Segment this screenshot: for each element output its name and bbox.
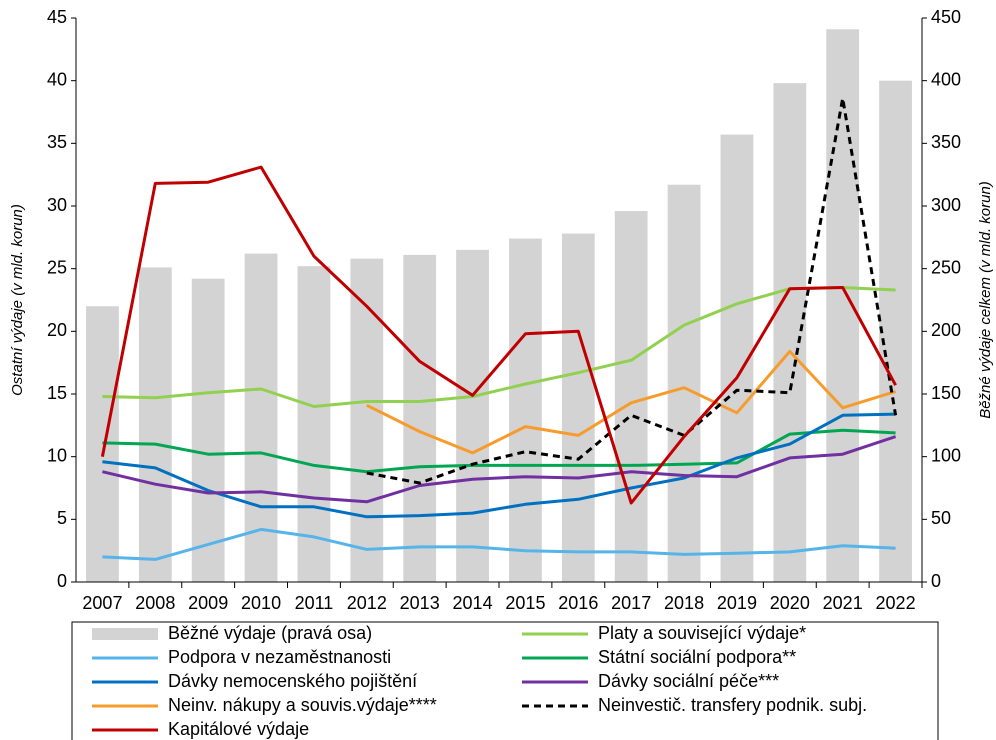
legend-label: Platy a související výdaje* <box>598 623 806 643</box>
y2-tick-label: 0 <box>931 571 941 591</box>
line-series <box>102 527 896 561</box>
line-series <box>366 96 898 485</box>
x-tick-label: 2017 <box>611 593 651 613</box>
legend-label: Dávky sociální péče*** <box>598 671 779 691</box>
y2-tick-label: 400 <box>931 69 961 89</box>
y2-tick-label: 250 <box>931 257 961 277</box>
y2-tick-label: 450 <box>931 7 961 27</box>
y-tick-label: 10 <box>47 445 67 465</box>
legend-label: Podpora v nezaměstnanosti <box>168 647 391 667</box>
line-series <box>102 435 897 504</box>
bar <box>350 258 384 582</box>
x-tick-label: 2007 <box>82 593 122 613</box>
bar <box>879 80 912 583</box>
bar <box>403 254 437 582</box>
legend-label: Běžné výdaje (pravá osa) <box>168 623 372 643</box>
x-tick-label: 2009 <box>188 593 228 613</box>
legend-label: Dávky nemocenského pojištění <box>168 671 417 691</box>
y2-tick-label: 200 <box>931 320 961 340</box>
line-series <box>102 286 896 408</box>
x-tick-label: 2015 <box>505 593 545 613</box>
legend-swatch <box>92 628 158 640</box>
x-tick-label: 2021 <box>823 593 863 613</box>
x-tick-label: 2014 <box>453 593 493 613</box>
bar <box>456 249 489 582</box>
line-series <box>100 165 897 505</box>
y-tick-label: 20 <box>47 320 67 340</box>
bar <box>667 184 701 582</box>
bar <box>773 83 807 582</box>
y2-tick-label: 100 <box>931 445 961 465</box>
y-tick-label: 5 <box>57 508 67 528</box>
bar <box>561 233 595 582</box>
x-tick-label: 2013 <box>400 593 440 613</box>
y-tick-label: 30 <box>47 195 67 215</box>
y-tick-label: 25 <box>47 257 67 277</box>
bar <box>138 267 172 582</box>
bar <box>191 278 225 582</box>
x-tick-label: 2008 <box>135 593 175 613</box>
y2-tick-label: 350 <box>931 132 961 152</box>
y-tick-label: 40 <box>47 69 67 89</box>
y2-axis-label: Běžné výdaje celkem (v mld. korun) <box>977 181 994 419</box>
x-tick-label: 2022 <box>876 593 916 613</box>
line-series <box>102 412 896 519</box>
x-tick-label: 2010 <box>241 593 281 613</box>
bar <box>614 211 648 582</box>
legend-label: Kapitálové výdaje <box>168 719 309 739</box>
y-tick-label: 35 <box>47 132 67 152</box>
bar <box>297 266 331 582</box>
x-tick-label: 2012 <box>347 593 387 613</box>
line-series <box>102 428 896 474</box>
legend-label: Státní sociální podpora** <box>598 647 796 667</box>
y2-tick-label: 150 <box>931 383 961 403</box>
bar <box>244 253 278 583</box>
y-tick-label: 0 <box>57 571 67 591</box>
bar <box>509 238 542 582</box>
legend-label: Neinvestič. transfery podnik. subj. <box>598 695 867 715</box>
y-tick-label: 45 <box>47 7 67 27</box>
x-tick-label: 2016 <box>558 593 598 613</box>
x-tick-label: 2019 <box>717 593 757 613</box>
legend-box <box>71 621 939 740</box>
y2-tick-label: 50 <box>931 508 951 528</box>
y-axis-label: Ostatní výdaje (v mld. korun) <box>9 204 26 396</box>
line-series <box>366 349 897 455</box>
y-tick-label: 15 <box>47 383 67 403</box>
legend-label: Neinv. nákupy a souvis.výdaje**** <box>168 695 437 715</box>
y2-tick-label: 300 <box>931 195 961 215</box>
x-tick-label: 2018 <box>664 593 704 613</box>
x-tick-label: 2020 <box>770 593 810 613</box>
x-tick-label: 2011 <box>295 593 334 613</box>
